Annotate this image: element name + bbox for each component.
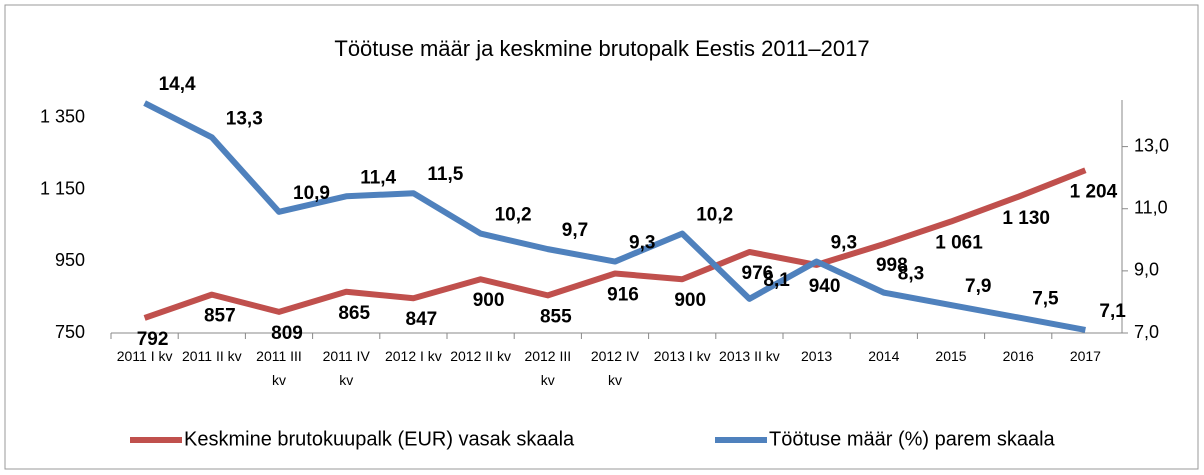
y-tick-label: 950 (55, 250, 85, 270)
data-label: 11,4 (360, 167, 396, 188)
data-label: 8,3 (898, 264, 924, 285)
line-series (143, 100, 1086, 333)
x-tick-label: 2011 III kv (256, 348, 302, 388)
chart-frame (4, 4, 1199, 470)
chart-title: Töötuse määr ja keskmine brutopalk Eesti… (334, 36, 869, 61)
y2-tick-label: 7,0 (1134, 322, 1159, 342)
y2-tick-label: 9,0 (1134, 260, 1159, 280)
y2-tick-label: 11,0 (1134, 197, 1168, 217)
data-label: 10,2 (495, 205, 532, 226)
data-label: 1 061 (935, 233, 983, 254)
data-label: 916 (607, 285, 639, 306)
data-label: 13,3 (226, 108, 263, 129)
data-label: 7,5 (1032, 288, 1059, 309)
x-tick-label: 2011 II kv (181, 348, 242, 364)
data-label: 940 (809, 276, 841, 297)
x-tick-label: 2016 (1002, 348, 1034, 364)
x-tick-label: 2017 (1069, 348, 1101, 364)
x-tick-label: 2015 (935, 348, 967, 364)
x-tick-label: 2011 I kv (116, 348, 173, 364)
data-label: 8,1 (763, 270, 790, 291)
x-tick-label: 2011 IV kv (322, 348, 370, 388)
x-tick-label: 2012 I kv (384, 348, 442, 364)
x-tick-label: 2013 I kv (653, 348, 711, 364)
data-label: 1 204 (1070, 181, 1118, 202)
data-label: 14,4 (159, 74, 196, 95)
data-label: 792 (137, 329, 169, 350)
x-tick-label: 2014 (868, 348, 900, 364)
data-label: 865 (338, 303, 370, 324)
data-label: 809 (271, 323, 303, 344)
legend-label: Keskmine brutokuupalk (EUR) vasak skaala (184, 428, 575, 450)
data-label: 998 (876, 255, 908, 276)
data-label: 976 (742, 263, 774, 284)
data-label: 900 (674, 290, 706, 311)
x-tick-label: 2012 III kv (524, 348, 572, 388)
data-label: 9,3 (831, 233, 857, 254)
x-tick-label: 2012 IV kv (590, 348, 640, 388)
y-tick-label: 750 (55, 322, 85, 342)
data-label: 9,3 (629, 233, 655, 254)
data-label: 7,1 (1099, 301, 1126, 322)
x-tick-label: 2013 II kv (719, 348, 780, 364)
y-tick-label: 1 150 (40, 178, 85, 198)
data-label: 11,5 (427, 164, 463, 185)
data-label: 1 130 (1002, 208, 1050, 229)
data-label: 857 (204, 306, 236, 327)
line-series (143, 167, 1087, 321)
data-label: 10,9 (293, 183, 330, 204)
y2-tick-label: 13,0 (1134, 135, 1169, 155)
y-tick-label: 1 350 (40, 107, 85, 127)
data-label: 10,2 (696, 205, 733, 226)
data-label: 900 (473, 290, 505, 311)
legend-label: Töötuse määr (%) parem skaala (769, 428, 1056, 450)
x-tick-label: 2012 II kv (450, 348, 511, 364)
data-label: 855 (540, 306, 572, 327)
data-label: 9,7 (562, 220, 588, 241)
data-label: 7,9 (965, 276, 991, 297)
x-tick-label: 2013 (801, 348, 833, 364)
data-label: 847 (406, 309, 438, 330)
